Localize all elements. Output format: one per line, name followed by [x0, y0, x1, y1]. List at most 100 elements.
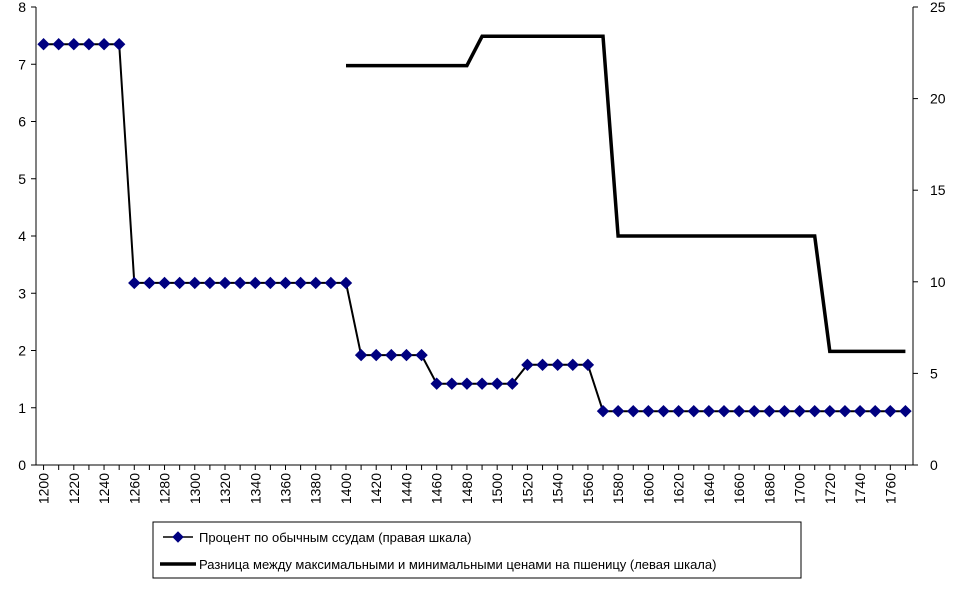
loan-rate-point	[748, 404, 761, 418]
loan-rate-point	[672, 404, 685, 418]
loan-rate-point	[158, 276, 171, 290]
x-tick-label: 1540	[550, 473, 566, 504]
x-tick-label: 1740	[852, 473, 868, 504]
x-tick-label: 1320	[217, 473, 233, 504]
loan-rate-point	[249, 276, 262, 290]
loan-rate-point	[218, 276, 232, 290]
loan-rate-point	[657, 404, 670, 418]
loan-rate-point	[173, 276, 186, 290]
right-tick-label: 20	[930, 91, 946, 107]
loan-rate-point	[324, 276, 338, 290]
x-tick-label: 1500	[489, 473, 505, 504]
x-tick-label: 1480	[459, 473, 475, 504]
left-tick-label: 0	[18, 457, 26, 473]
loan-rate-point	[853, 404, 867, 418]
legend-box	[152, 521, 802, 579]
loan-rate-point	[551, 358, 564, 372]
loan-rate-point	[294, 276, 307, 290]
x-tick-label: 1380	[308, 473, 324, 504]
series-line-wheat-spread	[346, 34, 906, 354]
x-tick-label: 1360	[277, 473, 293, 504]
loan-rate-point	[899, 404, 912, 418]
x-tick-label: 1420	[368, 473, 384, 504]
x-tick-label: 1300	[187, 473, 203, 504]
loan-rate-point	[309, 276, 322, 290]
x-tick-label: 1260	[126, 473, 142, 504]
left-tick-label: 3	[18, 285, 26, 301]
loan-rate-point	[521, 358, 534, 372]
x-tick-label: 1680	[761, 473, 777, 504]
loan-rate-point	[793, 404, 806, 418]
loan-rate-point	[611, 404, 625, 418]
loan-rate-point	[506, 377, 519, 390]
right-tick-label: 10	[930, 274, 946, 290]
x-tick-label: 1280	[157, 473, 173, 504]
loan-rate-point	[596, 404, 610, 418]
x-tick-label: 1700	[792, 473, 808, 504]
loan-rate-point	[763, 404, 776, 418]
legend-label-loan-rate: Процент по обычным ссудам (правая шкала)	[199, 530, 472, 545]
loan-rate-point	[884, 404, 897, 418]
legend-label-wheat-spread: Разница между максимальными и минимальны…	[199, 557, 716, 572]
loan-rate-point	[264, 276, 277, 290]
x-tick-label: 1640	[701, 473, 717, 504]
loan-rate-point	[823, 404, 837, 418]
legend: Процент по обычным ссудам (правая шкала)…	[152, 521, 802, 579]
loan-rate-point	[279, 276, 292, 290]
loan-rate-point	[536, 358, 549, 372]
loan-rate-point	[415, 348, 428, 362]
loan-rate-point	[445, 377, 459, 390]
loan-rate-point	[627, 404, 640, 418]
left-tick-label: 2	[18, 343, 26, 359]
x-tick-label: 1200	[36, 473, 52, 504]
loan-rate-point	[143, 276, 156, 290]
loan-rate-point	[778, 404, 791, 418]
loan-rate-point	[838, 404, 852, 418]
loan-rate-point	[868, 404, 882, 418]
x-tick-label: 1460	[429, 473, 445, 504]
loan-rate-point	[112, 38, 126, 51]
loan-rate-point	[581, 358, 595, 372]
series-layer	[37, 34, 912, 418]
loan-rate-point	[808, 404, 821, 418]
x-tick-label: 1220	[66, 473, 82, 504]
loan-rate-point	[354, 348, 368, 362]
loan-rate-point	[430, 377, 443, 390]
loan-rate-point	[400, 348, 413, 362]
right-tick-label: 0	[930, 457, 938, 473]
left-tick-label: 8	[18, 0, 26, 15]
x-tick-label: 1400	[338, 473, 354, 504]
loan-rate-point	[490, 377, 504, 390]
legend-marker-loan-rate	[172, 531, 184, 543]
right-tick-label: 15	[930, 182, 946, 198]
loan-rate-point	[566, 358, 579, 372]
x-tick-label: 1580	[610, 473, 626, 504]
x-tick-label: 1560	[580, 473, 596, 504]
loan-rate-point	[339, 276, 353, 290]
right-tick-label: 25	[930, 0, 946, 15]
loan-rate-point	[67, 38, 81, 51]
loan-rate-point	[642, 404, 655, 418]
x-tick-label: 1520	[519, 473, 535, 504]
x-tick-label: 1440	[398, 473, 414, 504]
x-tick-label: 1340	[247, 473, 263, 504]
loan-rate-point	[233, 276, 247, 290]
left-tick-label: 7	[18, 56, 26, 72]
loan-rate-point	[717, 404, 731, 418]
loan-rate-point	[188, 276, 201, 290]
loan-rate-point	[370, 348, 383, 362]
x-tick-label: 1620	[671, 473, 687, 504]
loan-rate-point	[97, 38, 111, 51]
x-tick-label: 1760	[882, 473, 898, 504]
loan-rate-point	[128, 276, 141, 290]
loan-rate-point	[37, 38, 50, 51]
left-tick-label: 4	[18, 228, 26, 244]
left-tick-label: 5	[18, 171, 26, 187]
series-line-loan-rate	[43, 43, 906, 413]
loan-rate-point	[203, 276, 217, 290]
right-tick-label: 5	[930, 365, 938, 381]
loan-rate-point	[687, 404, 700, 418]
